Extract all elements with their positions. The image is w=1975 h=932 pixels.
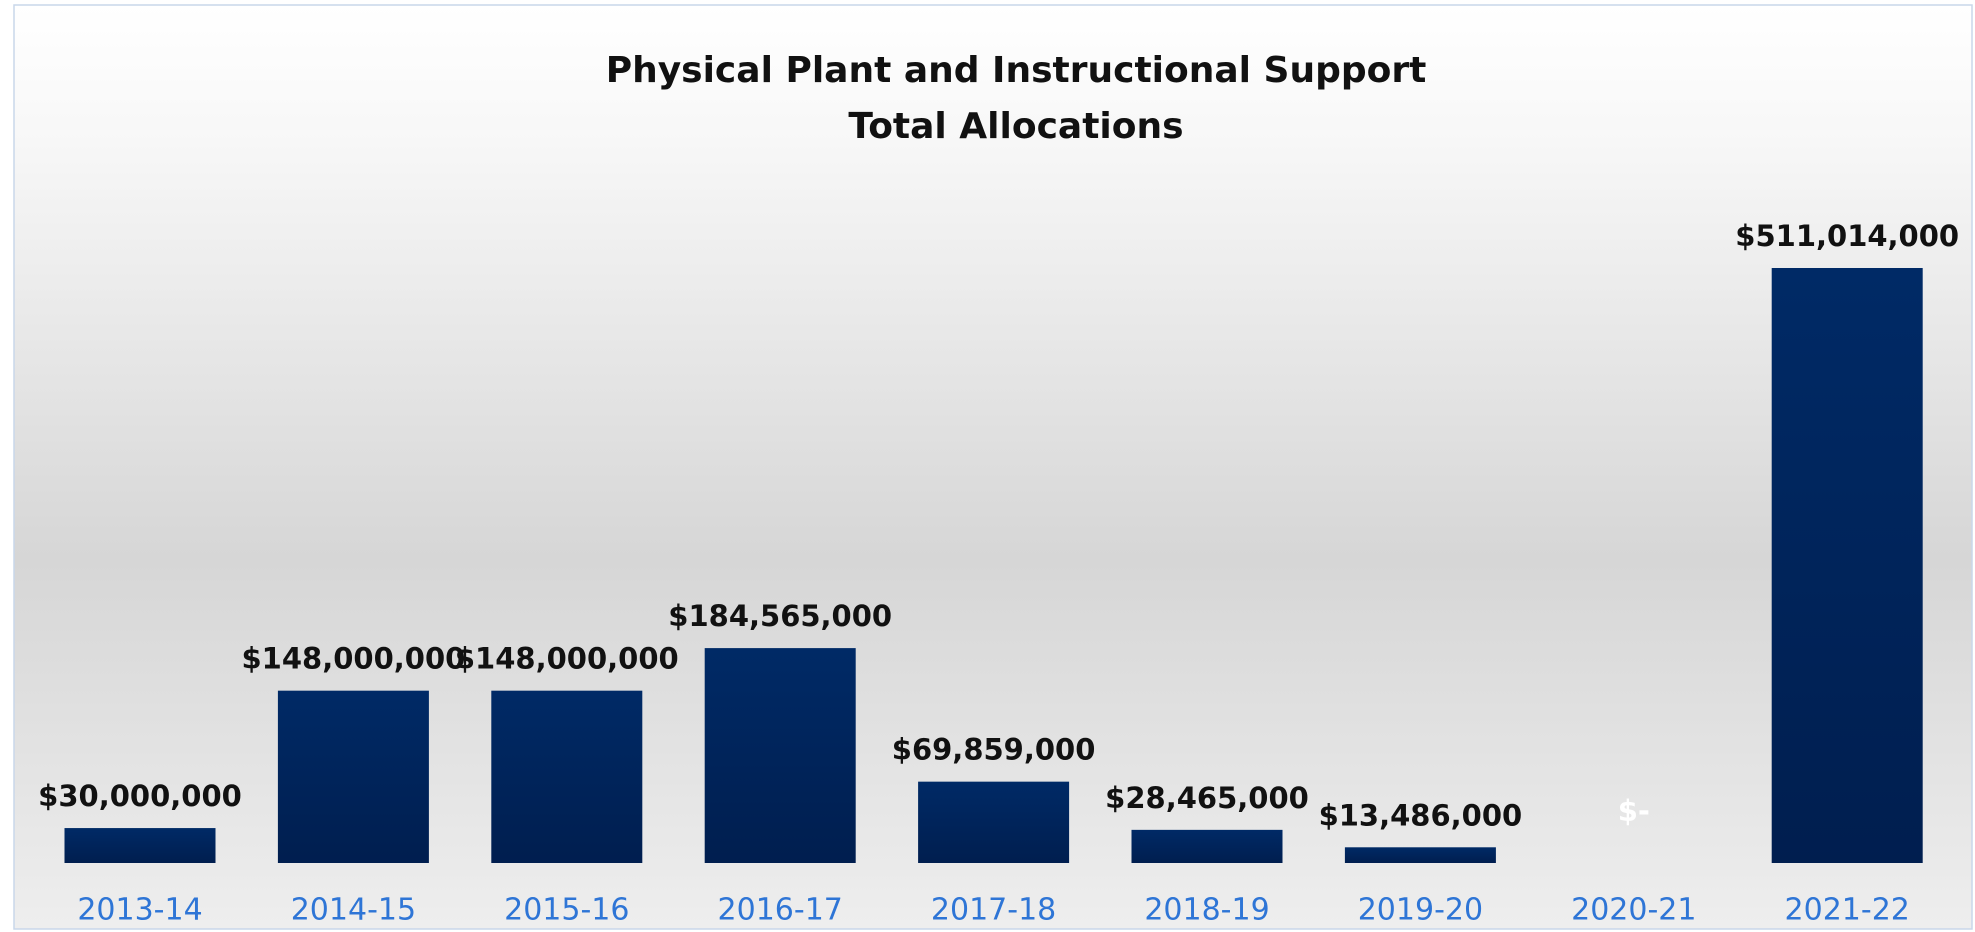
data-label: $28,465,000 [1105, 781, 1309, 815]
bar [1771, 268, 1923, 863]
bar [918, 781, 1070, 863]
x-tick-label: 2020-21 [1571, 893, 1696, 928]
x-tick-label: 2015-16 [504, 893, 629, 928]
data-label: $511,014,000 [1735, 219, 1959, 253]
chart-subtitle: Total Allocations [848, 106, 1183, 147]
chart-title: Physical Plant and Instructional Support [606, 50, 1427, 91]
x-tick-label: 2016-17 [718, 893, 843, 928]
x-tick-label: 2018-19 [1144, 893, 1269, 928]
bar [1131, 829, 1283, 863]
bar [491, 690, 643, 863]
data-label: $- [1618, 794, 1650, 828]
bar [704, 648, 856, 863]
data-label: $148,000,000 [241, 642, 465, 676]
x-tick-label: 2017-18 [931, 893, 1056, 928]
bar [1344, 847, 1496, 863]
x-tick-label: 2014-15 [291, 893, 416, 928]
data-label: $148,000,000 [455, 642, 679, 676]
x-tick-label: 2013-14 [77, 893, 202, 928]
data-label: $13,486,000 [1319, 798, 1523, 832]
x-tick-label: 2019-20 [1358, 893, 1483, 928]
bar [277, 690, 429, 863]
data-label: $30,000,000 [38, 779, 242, 813]
bar [64, 828, 216, 863]
x-tick-label: 2021-22 [1785, 893, 1910, 928]
data-label: $69,859,000 [892, 733, 1096, 767]
data-label: $184,565,000 [668, 599, 892, 633]
